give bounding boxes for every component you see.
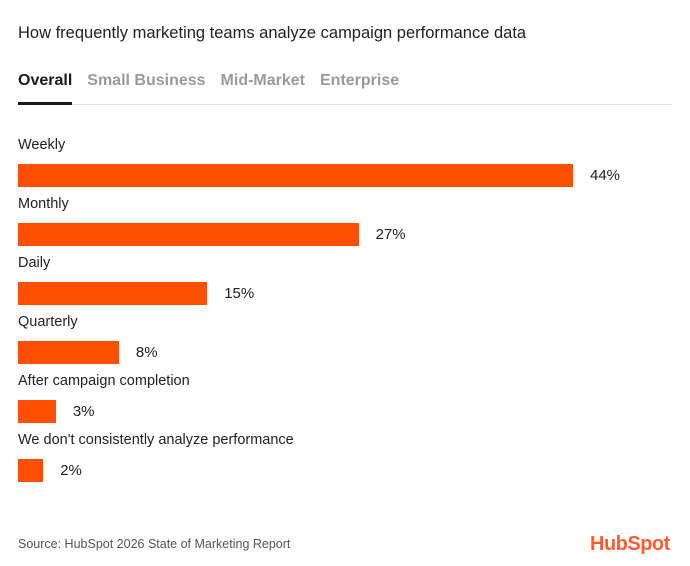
category-label: Daily (18, 255, 51, 271)
category-label: After campaign completion (18, 373, 190, 389)
segment-tabs: Overall Small Business Mid-Market Enterp… (18, 70, 672, 105)
bar (18, 400, 56, 423)
bar (18, 282, 208, 305)
hubspot-logo: HubSpot (590, 533, 670, 555)
category-label: Quarterly (18, 314, 78, 330)
bar (18, 164, 573, 187)
chart-title: How frequently marketing teams analyze c… (18, 24, 527, 42)
bar (18, 341, 119, 364)
bar (18, 459, 44, 482)
category-label: Monthly (18, 196, 69, 212)
value-label: 44% (590, 167, 621, 184)
source-note: Source: HubSpot 2026 State of Marketing … (18, 537, 291, 551)
category-label: We don't consistently analyze performanc… (18, 432, 294, 448)
value-label: 27% (375, 226, 406, 243)
bar (18, 223, 359, 246)
value-label: 2% (60, 462, 82, 479)
tab-mid-market[interactable]: Mid-Market (220, 72, 305, 89)
category-label: Weekly (18, 137, 66, 153)
tab-small-business[interactable]: Small Business (87, 72, 206, 89)
value-label: 3% (72, 403, 95, 420)
value-label: 15% (224, 285, 255, 302)
tab-overall[interactable]: Overall (18, 70, 73, 105)
value-label: 8% (135, 344, 158, 361)
tab-enterprise[interactable]: Enterprise (320, 72, 400, 89)
